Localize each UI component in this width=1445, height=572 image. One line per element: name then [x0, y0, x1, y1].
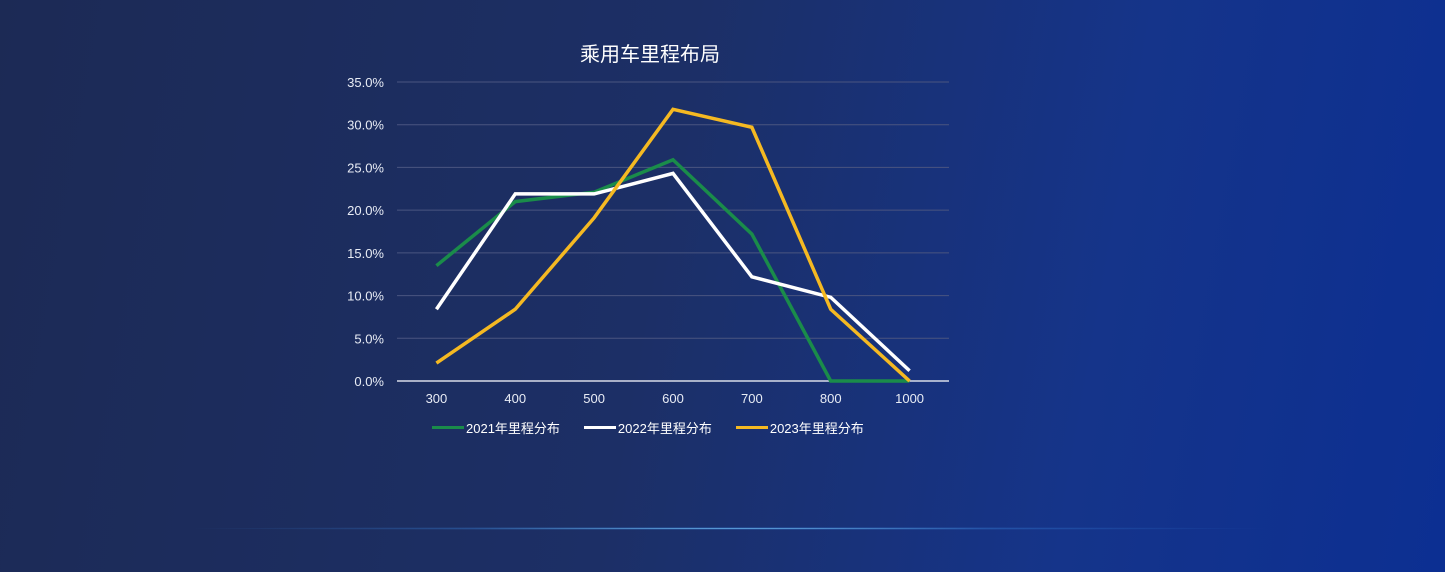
- x-tick-label: 600: [662, 391, 684, 406]
- legend-item[interactable]: 2023年里程分布: [735, 418, 864, 437]
- x-tick-label: 400: [504, 391, 526, 406]
- legend-swatch: [583, 426, 616, 429]
- x-tick-label: 1000: [895, 391, 924, 406]
- y-tick-label: 25.0%: [347, 160, 384, 175]
- legend-item[interactable]: 2022年里程分布: [583, 418, 712, 437]
- bottom-glow: [180, 527, 1280, 530]
- legend-label: 2022年里程分布: [617, 421, 712, 436]
- y-tick-label: 0.0%: [354, 374, 384, 389]
- series-line-2022年里程分布: [434, 171, 911, 373]
- y-tick-label: 15.0%: [347, 246, 384, 261]
- series-line-2023年里程分布: [435, 107, 911, 383]
- y-tick-label: 35.0%: [347, 75, 384, 90]
- legend-swatch: [735, 426, 768, 429]
- y-tick-label: 30.0%: [347, 118, 384, 133]
- x-tick-label: 300: [426, 391, 448, 406]
- legend: 2021年里程分布 2022年里程分布 2023年里程分布: [432, 418, 864, 437]
- legend-item[interactable]: 2021年里程分布: [432, 418, 560, 437]
- y-tick-label: 10.0%: [347, 289, 384, 304]
- y-tick-label: 5.0%: [354, 331, 384, 346]
- x-tick-label: 700: [741, 391, 763, 406]
- legend-swatch: [432, 426, 464, 429]
- x-tick-label: 800: [820, 391, 842, 406]
- series-line-2021年里程分布: [435, 157, 910, 383]
- legend-label: 2021年里程分布: [466, 421, 560, 436]
- x-tick-label: 500: [583, 391, 605, 406]
- chart-title: 乘用车里程布局: [580, 44, 720, 66]
- y-tick-label: 20.0%: [347, 203, 384, 218]
- legend-label: 2023年里程分布: [769, 421, 864, 436]
